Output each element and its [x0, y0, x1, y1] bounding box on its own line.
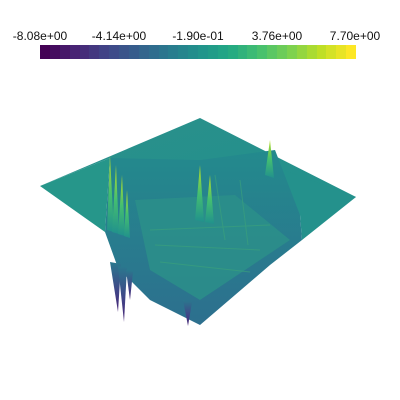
tick-label-mid: -1.90e-01 — [172, 29, 224, 43]
surface-plane-right — [270, 165, 356, 240]
scalar-bar-band — [99, 45, 110, 59]
scalar-bar-band — [158, 45, 169, 59]
scalar-bar-band — [59, 45, 70, 59]
scalar-bar-band — [296, 45, 307, 59]
scalar-bar-band — [316, 45, 327, 59]
scalar-bar-band — [267, 45, 277, 59]
scalar-bar-band — [198, 45, 208, 59]
scalar-bar-gradient — [40, 45, 356, 59]
scalar-bar-band — [346, 45, 356, 59]
scalar-bar-band — [168, 45, 179, 59]
scalar-bar-band — [128, 45, 139, 59]
tick-label-max: 7.70e+00 — [329, 29, 381, 43]
scalar-bar-band — [237, 45, 248, 59]
scalar-bar-band — [227, 45, 238, 59]
scalar-bar-band — [306, 45, 317, 59]
scalar-bar-band — [40, 45, 50, 59]
scalar-bar-band — [336, 45, 347, 59]
surface-spikes-up — [107, 140, 274, 238]
scalar-bar-band — [148, 45, 159, 59]
surface-plane-left — [40, 158, 110, 232]
scalar-bar-band — [277, 45, 287, 59]
surface-ridges — [149, 174, 271, 273]
scalar-bar-band — [109, 45, 119, 59]
scalar-bar-band — [49, 45, 60, 59]
tick-label-min: -8.08e+00 — [12, 29, 68, 43]
scalar-bar-band — [217, 45, 228, 59]
scalar-bar-band — [69, 45, 80, 59]
scalar-bar-band — [257, 45, 268, 59]
scalar-bar-band — [286, 45, 297, 59]
surface-spikes-down — [110, 262, 192, 326]
scalar-bar-band — [247, 45, 258, 59]
scalar-bar-band — [326, 45, 337, 59]
tick-label-q3: 3.76e+00 — [251, 29, 303, 43]
scalar-bar-band — [207, 45, 218, 59]
scalar-bar-band — [188, 45, 198, 59]
scalar-bar-band — [138, 45, 149, 59]
tick-label-q1: -4.14e+00 — [91, 29, 147, 43]
scalar-bar: -8.08e+00 -4.14e+00 -1.90e-01 3.76e+00 7… — [0, 0, 400, 70]
scalar-bar-band — [89, 45, 100, 59]
scalar-bar-band — [79, 45, 90, 59]
scalar-bar-band — [178, 45, 189, 59]
scalar-bar-band — [119, 45, 129, 59]
scalar-bar-ticks: -8.08e+00 -4.14e+00 -1.90e-01 3.76e+00 7… — [0, 29, 400, 45]
